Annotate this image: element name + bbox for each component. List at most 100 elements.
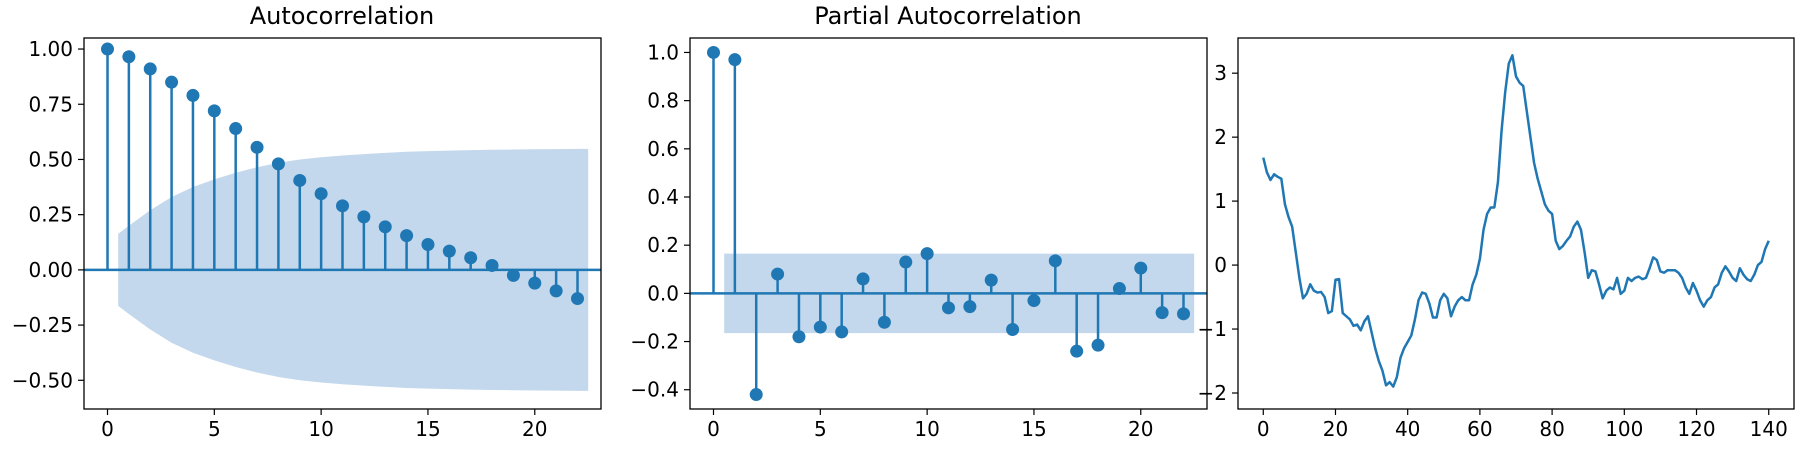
series-line-layer [1262, 54, 1770, 388]
series-x-tick-label: 60 [1467, 417, 1492, 441]
acf-stem-marker [506, 268, 520, 282]
acf-stem-marker [442, 244, 456, 258]
pacf-panel: 0 5 10 15 20 1.0 0.8 0.6 0.4 0.2 0.0 −0.2 −0.4 Parti… [630, 2, 1208, 441]
pacf-stem-marker [1134, 261, 1148, 275]
acf-x-tick-label: 5 [208, 417, 221, 441]
series-x-tick-label: 0 [1257, 417, 1270, 441]
acf-y-tick-label: −0.25 [12, 313, 73, 337]
acf-stem-marker [229, 122, 243, 136]
pacf-stem-marker [942, 301, 955, 315]
pacf-y-tick-label: 0.8 [647, 89, 679, 113]
acf-y-tick-label: 0.25 [28, 203, 73, 227]
acf-stem-marker [207, 104, 221, 118]
pacf-stem-marker [920, 247, 934, 261]
series-y-tick-label: −1 [1198, 317, 1227, 341]
series-y-tick-label: 2 [1214, 125, 1227, 149]
pacf-axes-frame: 0 5 10 15 20 1.0 0.8 0.6 0.4 0.2 0.0 −0.2 −0.4 [630, 37, 1208, 441]
acf-y-tick-label: −0.50 [12, 368, 73, 392]
pacf-y-tick-label: 0.2 [647, 233, 679, 257]
series-panel: 0 20 40 60 80 100 120 140 3 2 1 0 −1 −2 [1198, 37, 1795, 441]
series-x-tick-label: 40 [1395, 417, 1420, 441]
acf-stem-marker [464, 251, 478, 265]
pacf-axes-box [689, 37, 1208, 410]
acf-y-tick-label: 0.75 [28, 92, 73, 116]
acf-stem-marker [186, 88, 200, 102]
pacf-stem-marker [1070, 344, 1084, 358]
pacf-stem-marker [728, 53, 742, 67]
acf-stems-layer [84, 42, 601, 306]
pacf-stem-marker [877, 315, 891, 329]
acf-axes-frame: 0 5 10 15 20 1.00 0.75 0.50 0.25 0.00 −0.25 −0.50 [12, 37, 602, 441]
acf-y-tick-label: 1.00 [28, 37, 73, 61]
pacf-x-tick-label: 0 [707, 417, 720, 441]
pacf-x-tick-label: 5 [814, 417, 827, 441]
pacf-stem-marker [1048, 254, 1062, 268]
pacf-x-tick-label: 20 [1128, 417, 1153, 441]
series-y-tick-label: 0 [1214, 253, 1227, 277]
pacf-stem-marker [984, 273, 998, 287]
acf-stem-marker [549, 284, 563, 298]
acf-x-tick-label: 10 [308, 417, 333, 441]
acf-stem-marker [143, 62, 157, 76]
acf-x-tick-label: 15 [415, 417, 440, 441]
acf-stem-marker [421, 237, 435, 251]
series-x-tick-label: 100 [1605, 417, 1643, 441]
pacf-stem-marker [1155, 306, 1169, 320]
series-x-tick-label: 140 [1750, 417, 1788, 441]
pacf-y-tick-label: 0.6 [647, 137, 679, 161]
series-axes-frame: 0 20 40 60 80 100 120 140 3 2 1 0 −1 −2 [1198, 37, 1795, 441]
pacf-stem-marker [1027, 294, 1041, 308]
pacf-stem-marker [1091, 338, 1105, 352]
acf-panel: 0 5 10 15 20 1.00 0.75 0.50 0.25 0.00 −0.25 −0.50 A… [12, 2, 602, 441]
acf-y-tick-label: 0.00 [28, 258, 73, 282]
acf-stem-marker [250, 140, 264, 154]
acf-stem-marker [571, 292, 584, 306]
pacf-stem-marker [963, 300, 977, 314]
acf-stem-marker [400, 229, 414, 243]
acf-axes-box [83, 37, 602, 410]
series-line [1262, 54, 1770, 388]
series-y-tick-label: 1 [1214, 189, 1227, 213]
pacf-stem-marker [835, 325, 849, 339]
acf-x-tick-label: 20 [522, 417, 547, 441]
pacf-y-tick-label: −0.4 [630, 378, 679, 402]
acf-y-tick-label: 0.50 [28, 147, 73, 171]
pacf-stem-marker [813, 320, 827, 334]
pacf-y-tick-label: 0.4 [647, 185, 679, 209]
acf-stem-marker [165, 75, 179, 89]
pacf-stem-marker [1112, 282, 1126, 296]
series-y-tick-label: 3 [1214, 61, 1227, 85]
pacf-title: Partial Autocorrelation [814, 2, 1082, 30]
series-axes-box [1237, 37, 1795, 410]
acf-stem-marker [101, 42, 114, 56]
series-x-tick-label: 120 [1677, 417, 1715, 441]
series-y-tick-label: −2 [1198, 381, 1227, 405]
acf-stem-marker [314, 187, 328, 201]
acf-stem-marker [293, 173, 307, 187]
pacf-stem-marker [707, 45, 720, 59]
pacf-stem-marker [1006, 323, 1020, 336]
pacf-stems-layer [690, 45, 1207, 402]
acf-stem-marker [271, 157, 285, 171]
series-x-tick-label: 80 [1539, 417, 1564, 441]
pacf-stem-marker [749, 388, 763, 402]
acf-stem-marker [378, 220, 392, 234]
acf-stem-marker [122, 50, 136, 64]
acf-x-tick-label: 0 [101, 417, 114, 441]
pacf-stem-marker [899, 255, 913, 269]
pacf-y-tick-label: 0.0 [647, 281, 679, 305]
pacf-stem-marker [1177, 307, 1190, 321]
acf-stem-marker [357, 210, 371, 224]
pacf-x-tick-label: 15 [1021, 417, 1046, 441]
series-x-tick-label: 20 [1323, 417, 1348, 441]
pacf-stem-marker [771, 267, 785, 281]
acf-stem-marker [528, 276, 542, 290]
acf-stem-marker [336, 199, 349, 213]
pacf-stem-marker [856, 272, 870, 286]
pacf-stem-marker [792, 330, 806, 344]
pacf-x-tick-label: 10 [914, 417, 939, 441]
pacf-y-tick-label: 1.0 [647, 40, 679, 64]
pacf-y-tick-label: −0.2 [630, 330, 679, 354]
acf-stem-marker [485, 258, 499, 272]
